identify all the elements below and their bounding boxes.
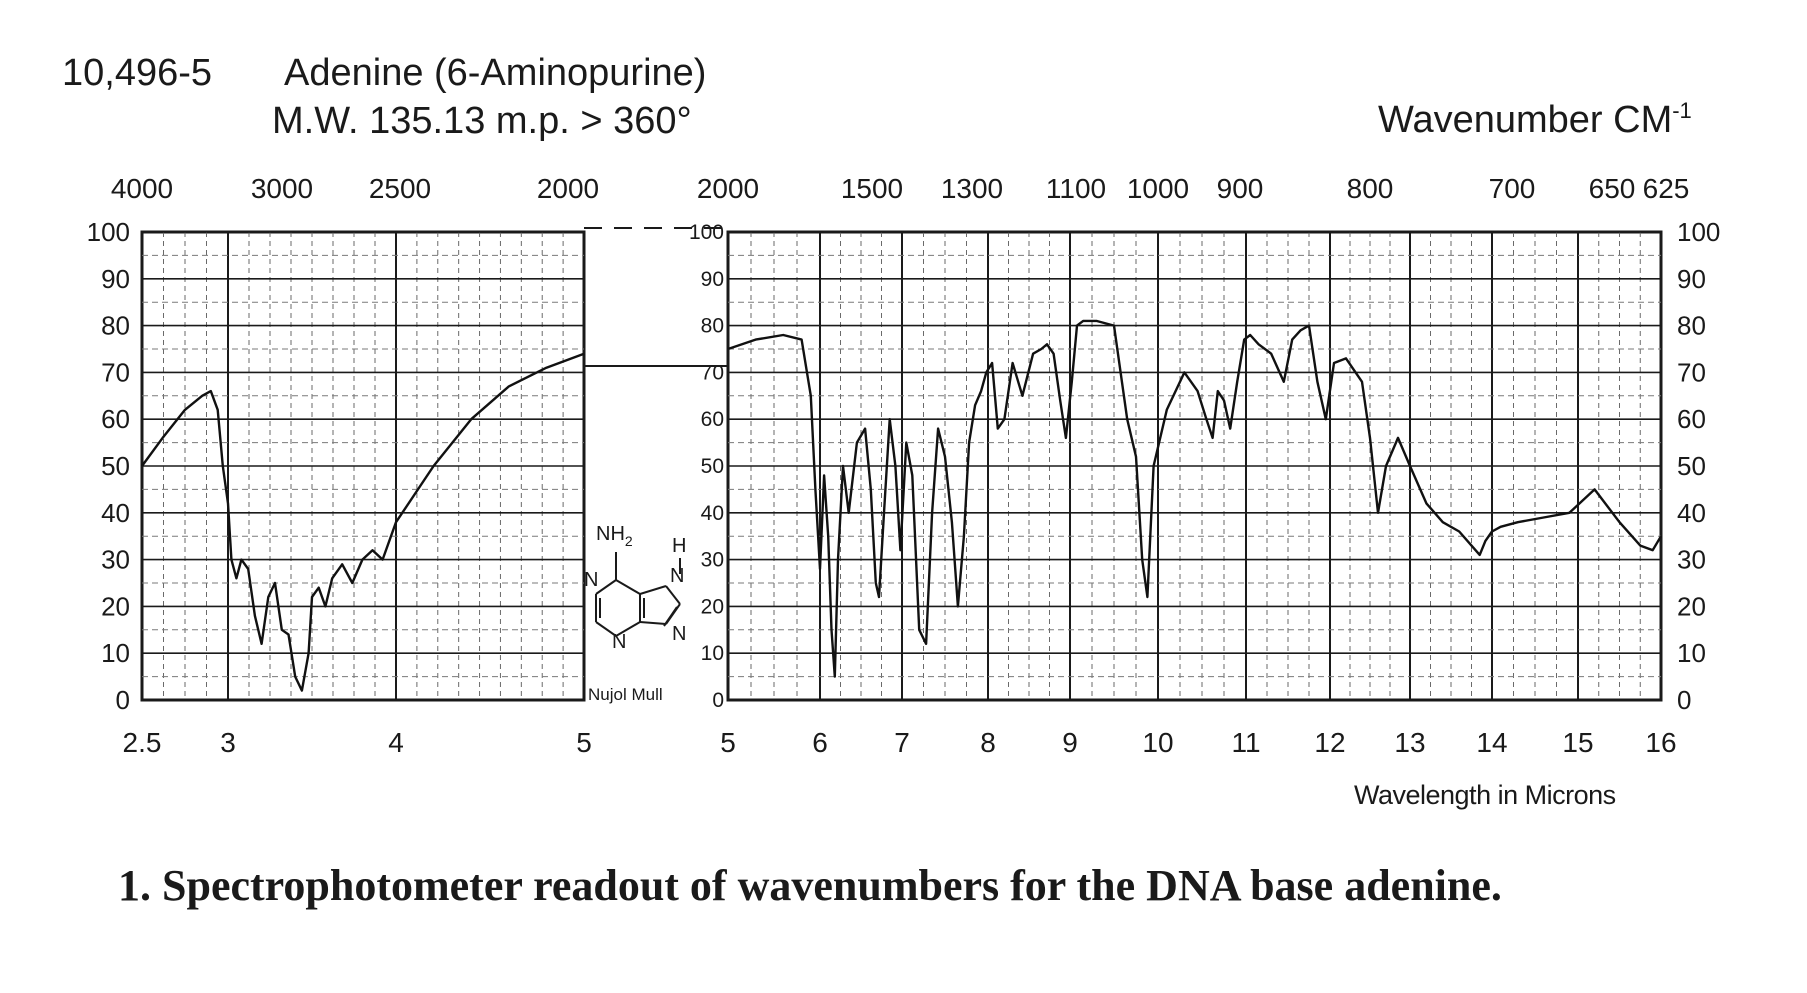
chart-panel-1: 0 10 20 30 40 50 60 70 80 90 100 2.5 3 4 5 4000 3000 2500… bbox=[87, 173, 600, 758]
x-tick-label: 9 bbox=[1062, 727, 1078, 758]
y-tick-label: 50 bbox=[1677, 451, 1706, 481]
structure-n-label: N bbox=[612, 631, 626, 653]
top-tick-label: 3000 bbox=[251, 173, 313, 204]
y-tick-label: 30 bbox=[101, 545, 130, 575]
molecular-weight-melting-point: M.W. 135.13 m.p. > 360° bbox=[272, 100, 692, 142]
y-tick-label: 10 bbox=[101, 638, 130, 668]
x-tick-label: 12 bbox=[1314, 727, 1345, 758]
y-tick-label-inner: 20 bbox=[701, 595, 724, 618]
x-tick-label: 16 bbox=[1645, 727, 1676, 758]
structure-bond bbox=[595, 621, 617, 637]
x-tick-label: 13 bbox=[1394, 727, 1425, 758]
structure-n-label: N bbox=[670, 565, 684, 587]
top-tick-label: 2000 bbox=[537, 173, 599, 204]
y-tick-label: 60 bbox=[1677, 404, 1706, 434]
x-tick-label: 7 bbox=[894, 727, 910, 758]
top-tick-label: 900 bbox=[1217, 173, 1264, 204]
y-tick-label: 90 bbox=[101, 264, 130, 294]
x-tick-label: 6 bbox=[812, 727, 828, 758]
y-tick-label: 50 bbox=[101, 451, 130, 481]
y-tick-label-inner: 60 bbox=[701, 408, 724, 431]
y-tick-label: 80 bbox=[1677, 311, 1706, 341]
structure-nh2-subscript: 2 bbox=[625, 533, 633, 549]
x-tick-label: 15 bbox=[1562, 727, 1593, 758]
y-tick-label: 100 bbox=[1677, 217, 1720, 247]
top-tick-label: 1100 bbox=[1046, 173, 1106, 204]
top-tick-label: 1000 bbox=[1127, 173, 1189, 204]
y-tick-label: 20 bbox=[101, 591, 130, 621]
top-tick-label: 650 bbox=[1589, 173, 1636, 204]
y-tick-label: 20 bbox=[1677, 591, 1706, 621]
wavenumber-label-text: Wavenumber CM bbox=[1378, 99, 1673, 141]
y-tick-label-inner: 10 bbox=[701, 642, 724, 665]
x-tick-label: 5 bbox=[720, 727, 736, 758]
x-tick-label: 4 bbox=[388, 727, 404, 758]
wavenumber-label-exponent: -1 bbox=[1672, 98, 1692, 123]
y-tick-label-inner: 40 bbox=[701, 502, 724, 525]
top-tick-label: 1300 bbox=[941, 173, 1003, 204]
top-tick-label: 700 bbox=[1489, 173, 1536, 204]
top-tick-label: 625 bbox=[1643, 173, 1690, 204]
x-tick-label: 2.5 bbox=[123, 727, 162, 758]
structure-bond bbox=[639, 585, 667, 595]
y-tick-label: 40 bbox=[1677, 498, 1706, 528]
y-tick-label: 0 bbox=[1677, 685, 1691, 715]
x-tick-label: 5 bbox=[576, 727, 592, 758]
structure-bond bbox=[615, 621, 641, 637]
chart-panel-2: 0 0 10 10 20 20 30 30 40 40 50 50 60 60 70 70 80 80 90 90 10… bbox=[689, 173, 1720, 758]
y-tick-label: 0 bbox=[116, 685, 130, 715]
structure-bond bbox=[595, 579, 617, 595]
structure-bond bbox=[665, 585, 681, 605]
y-tick-label-inner: 0 bbox=[712, 689, 724, 712]
x-tick-label: 8 bbox=[980, 727, 996, 758]
y-tick-label: 10 bbox=[1677, 638, 1706, 668]
wavelength-axis-label: Wavelength in Microns bbox=[1354, 780, 1616, 810]
y-tick-label: 70 bbox=[1677, 357, 1706, 387]
structure-nh2-label: NH2 bbox=[596, 523, 633, 549]
y-tick-label: 100 bbox=[87, 217, 130, 247]
y-tick-label-inner: 90 bbox=[701, 268, 724, 291]
x-tick-label: 11 bbox=[1231, 727, 1260, 758]
y-tick-label-inner: 70 bbox=[701, 361, 724, 384]
top-tick-label: 2000 bbox=[697, 173, 759, 204]
structure-n-label: N bbox=[584, 569, 598, 591]
y-tick-label: 30 bbox=[1677, 545, 1706, 575]
y-tick-label-inner: 30 bbox=[701, 549, 724, 572]
compound-name: Adenine (6-Aminopurine) bbox=[284, 52, 707, 94]
y-tick-label: 90 bbox=[1677, 264, 1706, 294]
top-tick-label: 2500 bbox=[369, 173, 431, 204]
sample-preparation-label: Nujol Mull bbox=[588, 685, 663, 704]
top-tick-label: 800 bbox=[1347, 173, 1394, 204]
figure-caption: 1. Spectrophotometer readout of wavenumb… bbox=[118, 861, 1502, 910]
x-tick-label: 14 bbox=[1476, 727, 1507, 758]
structure-bond bbox=[615, 579, 641, 595]
structure-h-label: H bbox=[672, 535, 686, 557]
spectrum-line bbox=[727, 319, 1663, 678]
y-tick-label-inner: 100 bbox=[689, 221, 724, 244]
structure-bond bbox=[663, 606, 678, 627]
y-tick-label: 70 bbox=[101, 357, 130, 387]
spectrum-line bbox=[141, 352, 585, 692]
x-tick-label: 10 bbox=[1142, 727, 1173, 758]
top-tick-label: 1500 bbox=[841, 173, 903, 204]
y-tick-label: 80 bbox=[101, 311, 130, 341]
wavenumber-axis-label: Wavenumber CM-1 bbox=[1378, 98, 1692, 142]
y-tick-label: 60 bbox=[101, 404, 130, 434]
structure-n-label: N bbox=[672, 623, 686, 645]
x-tick-label: 3 bbox=[220, 727, 236, 758]
y-tick-label-inner: 50 bbox=[701, 455, 724, 478]
catalog-number: 10,496-5 bbox=[62, 52, 213, 94]
y-tick-label: 40 bbox=[101, 498, 130, 528]
structure-bond bbox=[639, 621, 667, 625]
top-tick-label: 4000 bbox=[111, 173, 173, 204]
y-tick-label-inner: 80 bbox=[701, 315, 724, 338]
